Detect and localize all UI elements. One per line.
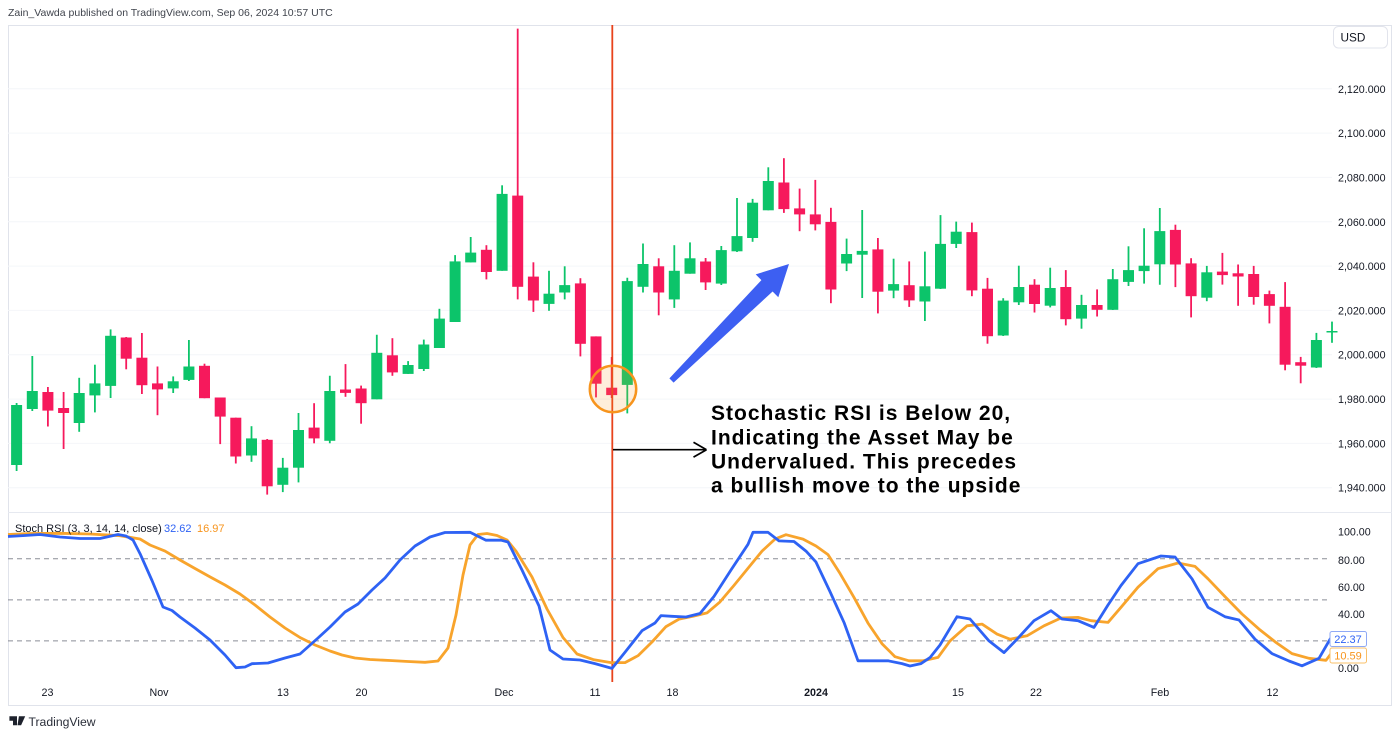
svg-text:2,080.000: 2,080.000	[1338, 172, 1386, 184]
svg-text:15: 15	[952, 687, 964, 699]
svg-text:a bullish move to the upside: a bullish move to the upside	[711, 475, 1021, 498]
svg-text:Nov: Nov	[149, 687, 169, 699]
svg-text:2,000.000: 2,000.000	[1338, 350, 1386, 362]
svg-text:18: 18	[667, 687, 679, 699]
svg-text:Indicating the Asset May be: Indicating the Asset May be	[711, 427, 1014, 450]
svg-text:2,040.000: 2,040.000	[1338, 261, 1386, 273]
svg-text:USD: USD	[1341, 31, 1366, 45]
svg-text:20: 20	[356, 687, 368, 699]
svg-text:60.00: 60.00	[1338, 582, 1365, 594]
svg-text:Feb: Feb	[1151, 687, 1169, 699]
svg-text:13: 13	[277, 687, 289, 699]
svg-text:12: 12	[1267, 687, 1279, 699]
svg-text:2,020.000: 2,020.000	[1338, 305, 1386, 317]
svg-text:1,960.000: 1,960.000	[1338, 438, 1386, 450]
svg-text:32.62: 32.62	[164, 523, 192, 535]
svg-text:22: 22	[1030, 687, 1042, 699]
svg-text:80.00: 80.00	[1338, 555, 1365, 567]
svg-text:TradingView: TradingView	[29, 715, 96, 729]
svg-text:2,060.000: 2,060.000	[1338, 217, 1386, 229]
svg-text:0.00: 0.00	[1338, 663, 1359, 675]
svg-text:22.37: 22.37	[1334, 634, 1362, 646]
svg-text:1,980.000: 1,980.000	[1338, 394, 1386, 406]
svg-text:2,120.000: 2,120.000	[1338, 84, 1386, 96]
svg-text:10.59: 10.59	[1334, 651, 1362, 663]
svg-text:11: 11	[589, 687, 600, 699]
svg-text:Stochastic RSI is Below 20,: Stochastic RSI is Below 20,	[711, 402, 1011, 425]
svg-text:40.00: 40.00	[1338, 609, 1365, 621]
svg-text:Stoch RSI (3, 3, 14, 14, close: Stoch RSI (3, 3, 14, 14, close)	[15, 523, 162, 535]
svg-text:100.00: 100.00	[1338, 527, 1371, 539]
svg-text:Zain_Vawda published on Tradin: Zain_Vawda published on TradingView.com,…	[8, 7, 333, 19]
svg-text:16.97: 16.97	[197, 523, 225, 535]
svg-text:Dec: Dec	[494, 687, 514, 699]
svg-text:1,940.000: 1,940.000	[1338, 483, 1386, 495]
svg-text:2024: 2024	[804, 687, 828, 699]
svg-text:23: 23	[42, 687, 54, 699]
svg-text:2,100.000: 2,100.000	[1338, 128, 1386, 140]
svg-text:Undervalued. This precedes: Undervalued. This precedes	[711, 451, 1017, 474]
